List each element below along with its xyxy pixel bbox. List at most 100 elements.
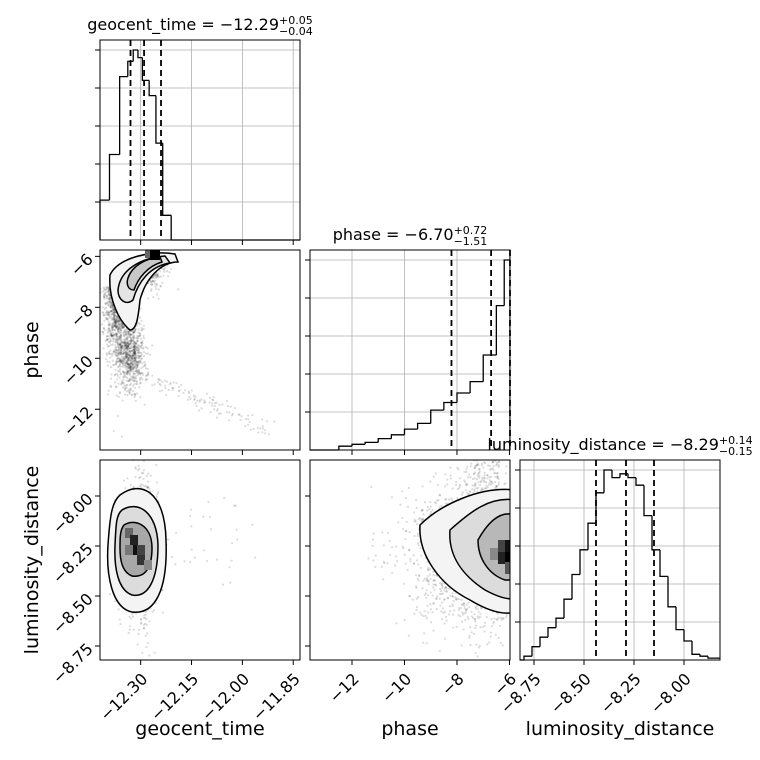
scatter-point: [135, 360, 139, 363]
scatter-point: [127, 362, 130, 365]
scatter-point: [116, 342, 119, 345]
scatter-point: [129, 369, 132, 372]
scatter-point: [148, 620, 151, 623]
scatter-point: [134, 354, 137, 357]
scatter-point: [130, 368, 133, 371]
density-cell: [130, 545, 138, 555]
scatter-point: [426, 509, 429, 512]
scatter-point: [433, 588, 436, 591]
scatter-point: [115, 315, 118, 318]
scatter-point: [162, 267, 165, 270]
scatter-point: [110, 310, 113, 313]
scatter-point: [197, 409, 201, 412]
scatter-point: [120, 360, 123, 363]
scatter-point: [111, 331, 114, 334]
scatter-point: [116, 328, 120, 331]
scatter-point: [458, 486, 461, 490]
scatter-point: [200, 398, 203, 401]
scatter-point: [121, 326, 124, 329]
scatter-point: [122, 355, 125, 358]
scatter-point: [228, 411, 231, 414]
scatter-point: [133, 343, 137, 346]
scatter-point: [140, 621, 143, 624]
scatter-point: [483, 630, 486, 633]
scatter-point: [441, 592, 444, 595]
scatter-point: [134, 475, 137, 479]
scatter-point: [157, 288, 161, 291]
scatter-point: [138, 372, 142, 375]
scatter-point: [128, 625, 132, 628]
hist-title-phase: phase = −6.70+0.72 −1.51: [333, 224, 488, 248]
scatter-point: [146, 367, 149, 370]
scatter-point: [238, 413, 241, 417]
scatter-point: [126, 355, 129, 358]
scatter-point: [124, 343, 127, 346]
scatter-point: [200, 407, 203, 410]
scatter-point: [121, 324, 124, 327]
scatter-point: [105, 295, 108, 299]
scatter-point: [134, 329, 137, 332]
scatter-point: [156, 293, 159, 296]
scatter-point: [134, 342, 138, 345]
scatter-point: [113, 314, 116, 317]
scatter-point: [136, 373, 139, 377]
scatter-point: [473, 488, 476, 491]
scatter-point: [119, 359, 122, 362]
scatter-point: [124, 364, 127, 367]
scatter-point: [125, 368, 128, 371]
scatter-point: [114, 338, 118, 341]
scatter-point: [110, 373, 113, 376]
scatter-point: [119, 329, 123, 332]
scatter-point: [101, 330, 104, 333]
scatter-point: [114, 333, 117, 336]
scatter-point: [126, 346, 130, 349]
scatter-point: [125, 343, 128, 347]
scatter-point: [138, 476, 141, 480]
hist-bin: [141, 57, 150, 82]
scatter-point: [157, 377, 160, 381]
scatter-point: [115, 317, 119, 320]
scatter-point: [146, 632, 149, 635]
hist-bin: [555, 617, 564, 628]
contour-01-frame: [99, 249, 301, 451]
scatter-point: [113, 314, 116, 317]
scatter-point: [445, 498, 448, 501]
scatter-point: [116, 321, 119, 324]
scatter-point: [244, 424, 247, 428]
scatter-point: [107, 297, 110, 300]
scatter-point: [130, 393, 133, 397]
scatter-point: [118, 337, 121, 340]
scatter-point: [146, 642, 150, 645]
scatter-point: [129, 364, 132, 367]
scatter-point: [107, 345, 110, 348]
scatter-point: [218, 403, 221, 407]
scatter-point: [122, 341, 126, 344]
scatter-point: [129, 378, 132, 381]
scatter-point: [115, 333, 118, 337]
scatter-point: [118, 343, 122, 346]
scatter-point: [438, 649, 441, 653]
scatter-point: [113, 311, 116, 314]
scatter-point: [139, 337, 143, 340]
scatter-point: [114, 317, 117, 321]
scatter-point: [124, 358, 127, 361]
scatter-point: [111, 343, 114, 346]
scatter-point: [114, 373, 117, 376]
scatter-point: [166, 275, 170, 278]
scatter-point: [133, 356, 136, 360]
scatter-point: [259, 427, 262, 430]
scatter-point: [107, 288, 110, 291]
scatter-point: [135, 365, 139, 369]
scatter-point: [147, 472, 150, 475]
scatter-point: [114, 354, 117, 357]
scatter-point: [118, 336, 121, 339]
scatter-point: [127, 334, 131, 337]
scatter-point: [112, 313, 115, 316]
scatter-point: [147, 371, 150, 374]
scatter-point: [374, 554, 377, 557]
scatter-point: [109, 301, 113, 304]
scatter-point: [477, 610, 480, 614]
scatter-point: [187, 390, 190, 393]
scatter-point: [190, 548, 193, 551]
scatter-point: [446, 596, 449, 599]
